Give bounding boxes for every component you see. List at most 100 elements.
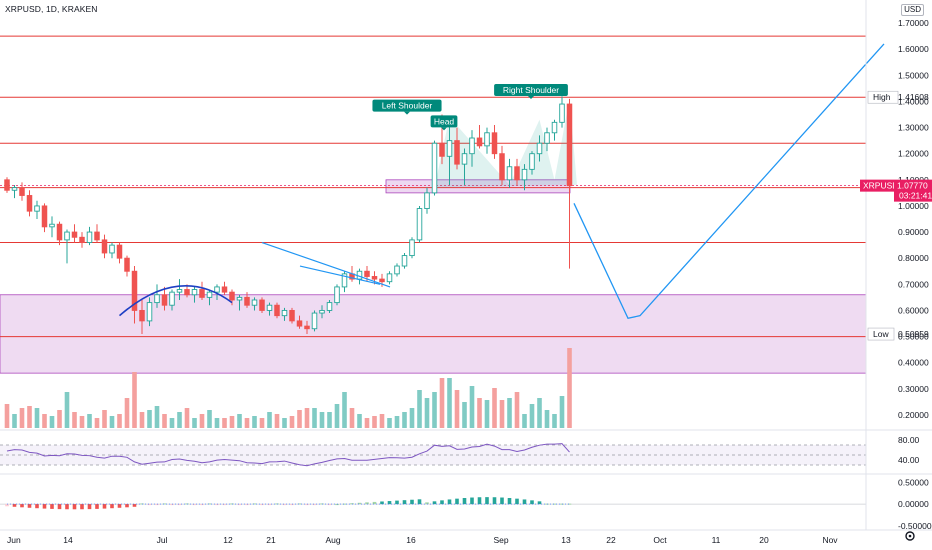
candle-body xyxy=(409,239,415,257)
wedge-upper-line xyxy=(261,241,391,288)
macd-histogram-bar xyxy=(380,501,384,505)
candle-body xyxy=(304,325,310,330)
macd-histogram-bar xyxy=(567,503,572,505)
volume-bar xyxy=(139,412,145,428)
volume-bar xyxy=(477,398,482,428)
macd-histogram-bar xyxy=(260,504,264,506)
macd-histogram-bar xyxy=(387,501,392,505)
macd-histogram-bar xyxy=(50,504,54,509)
macd-histogram-bar xyxy=(425,502,429,505)
macd-histogram-bar xyxy=(57,504,62,510)
macd-tick-label: 0.50000 xyxy=(898,477,929,487)
time-tick-label: Sep xyxy=(493,535,508,545)
left-shoulder-label-bg xyxy=(372,99,442,112)
volume-bar xyxy=(297,410,302,428)
volume-bar xyxy=(214,418,220,428)
candle-body xyxy=(229,291,235,301)
macd-histogram-bar xyxy=(125,504,129,508)
volume-bar xyxy=(447,378,452,428)
macd-histogram-bar xyxy=(350,503,354,505)
time-tick-label: 12 xyxy=(223,535,233,545)
volume-bar xyxy=(379,414,385,428)
volume-bar xyxy=(87,414,92,428)
macd-histogram-bar xyxy=(132,504,137,507)
volume-bar xyxy=(184,408,190,428)
macd-histogram-bar xyxy=(110,504,114,509)
time-tick-label: Jul xyxy=(157,535,168,545)
candle-body xyxy=(49,223,55,228)
volume-bar xyxy=(192,418,197,428)
macd-histogram-bar xyxy=(335,504,339,506)
countdown: 03:21:41 xyxy=(899,191,932,201)
price-tick-label: 1.00000 xyxy=(898,201,929,211)
volume-bar xyxy=(244,418,250,428)
macd-tick-label: -0.50000 xyxy=(898,521,932,531)
candle-body xyxy=(386,273,393,283)
volume-bar xyxy=(334,404,340,428)
macd-histogram-bar xyxy=(537,501,542,505)
candle-body xyxy=(214,286,220,293)
macd-histogram-bar xyxy=(432,501,437,505)
macd-histogram-bar xyxy=(500,497,504,505)
candle-body xyxy=(491,132,498,155)
macd-histogram-bar xyxy=(215,504,219,506)
macd-histogram-bar xyxy=(372,501,377,505)
wedge-lower-line xyxy=(299,265,381,285)
time-tick-label: 20 xyxy=(759,535,769,545)
candle-body xyxy=(514,166,520,181)
time-tick-label: 13 xyxy=(561,535,571,545)
rsi-pane xyxy=(0,429,932,475)
candle-body xyxy=(274,304,280,317)
price-tick-label: 0.60000 xyxy=(898,305,929,315)
macd-histogram-bar xyxy=(342,503,347,505)
volume-bar xyxy=(177,412,182,428)
volume-bar xyxy=(169,418,175,428)
macd-histogram-bar xyxy=(455,498,459,505)
current-price: 1.07770 xyxy=(897,181,928,191)
volume-bar xyxy=(432,392,437,428)
candle-body xyxy=(184,289,190,296)
volume-bar xyxy=(507,398,512,428)
rsi-tick-label: 40.00 xyxy=(898,455,920,465)
volume-bar xyxy=(42,414,47,428)
gear-ring xyxy=(905,531,915,541)
candle-body xyxy=(259,299,265,311)
current-symbol-bg xyxy=(860,179,894,192)
volume-bar xyxy=(117,414,122,428)
macd-histogram-bar xyxy=(27,504,32,508)
volume-bar xyxy=(349,408,355,428)
candle-body xyxy=(326,302,333,311)
volume-bar xyxy=(12,414,17,428)
candle-body xyxy=(536,142,543,155)
volume-bar xyxy=(27,406,32,428)
volume-bar xyxy=(207,410,212,428)
candle-body xyxy=(341,273,348,288)
time-tick-label: Jun xyxy=(7,535,21,545)
macd-histogram-bar xyxy=(170,504,174,506)
candle-body xyxy=(131,270,138,311)
chart-title: XRPUSD, 1D, KRAKEN xyxy=(5,4,98,14)
volume-bar xyxy=(409,408,415,428)
candle-body xyxy=(416,208,423,241)
currency-button[interactable]: USD xyxy=(901,4,924,16)
settings-gear-icon[interactable] xyxy=(905,531,915,541)
candle-body xyxy=(116,244,123,259)
volume-bar xyxy=(327,412,332,428)
candle-body xyxy=(296,320,303,327)
candle-body xyxy=(499,153,505,181)
high-value: 1.41608 xyxy=(898,92,929,102)
candle-body xyxy=(364,270,370,277)
gear-hub xyxy=(908,534,912,538)
volume-bar xyxy=(552,414,557,428)
time-tick-label: Nov xyxy=(822,535,838,545)
time-axis: Jun 14 Jul 12 21 Aug 16 Sep 13 22 Oct 11 20 Nov xyxy=(0,529,932,545)
volume-bar xyxy=(312,408,317,428)
macd-histogram-bar xyxy=(327,504,332,506)
volume-bar xyxy=(229,416,235,428)
macd-histogram-bar xyxy=(192,504,197,506)
macd-histogram-bar xyxy=(305,504,309,506)
candle-body xyxy=(26,195,33,212)
macd-histogram-bar xyxy=(507,498,512,505)
